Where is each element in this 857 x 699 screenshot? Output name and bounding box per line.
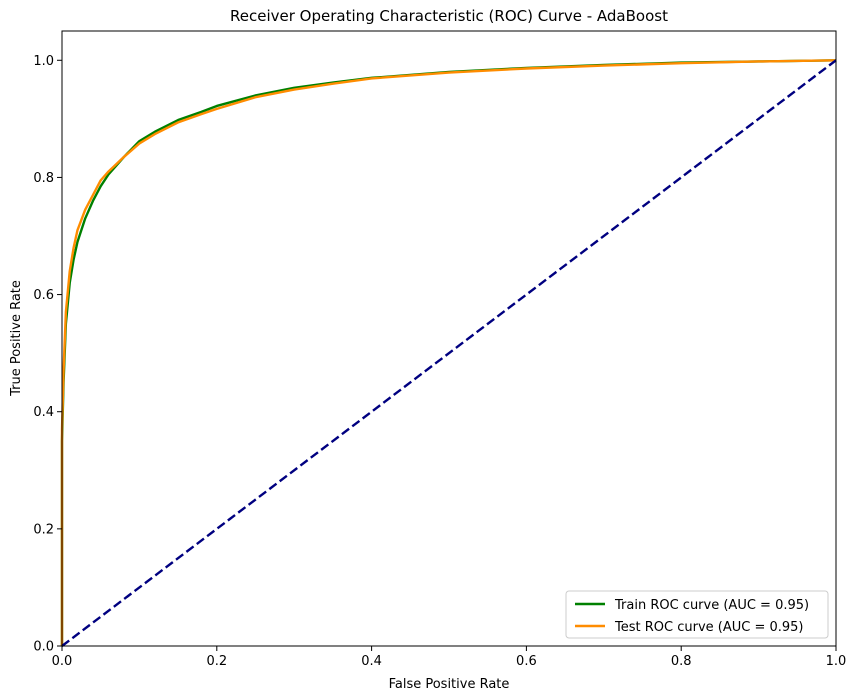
y-tick-label: 0.0 bbox=[33, 640, 54, 655]
chance-diagonal-line bbox=[61, 59, 837, 647]
y-tick-label: 0.2 bbox=[33, 522, 54, 537]
y-axis-label: True Positive Rate bbox=[9, 280, 24, 397]
y-axis-ticks: 0.0 0.2 0.4 0.6 0.8 1.0 bbox=[33, 54, 62, 655]
x-tick-label: 0.0 bbox=[52, 654, 73, 669]
x-tick-label: 0.8 bbox=[671, 654, 692, 669]
x-tick-label: 1.0 bbox=[826, 654, 847, 669]
legend-label-test: Test ROC curve (AUC = 0.95) bbox=[614, 620, 804, 635]
y-tick-label: 0.6 bbox=[33, 288, 54, 303]
legend: Train ROC curve (AUC = 0.95) Test ROC cu… bbox=[565, 590, 829, 639]
x-axis-ticks: 0.0 0.2 0.4 0.6 0.8 1.0 bbox=[52, 646, 847, 669]
x-tick-label: 0.2 bbox=[206, 654, 227, 669]
plot-frame bbox=[61, 30, 837, 647]
x-tick-label: 0.4 bbox=[361, 654, 382, 669]
y-tick-label: 0.4 bbox=[33, 405, 54, 420]
x-axis-label: False Positive Rate bbox=[389, 677, 510, 692]
series-line-test bbox=[60, 59, 837, 646]
plot-series bbox=[60, 59, 837, 647]
y-tick-label: 0.8 bbox=[33, 171, 54, 186]
legend-label-train: Train ROC curve (AUC = 0.95) bbox=[614, 598, 809, 613]
x-tick-label: 0.6 bbox=[516, 654, 537, 669]
y-tick-label: 1.0 bbox=[33, 54, 54, 69]
chart-title: Receiver Operating Characteristic (ROC) … bbox=[230, 7, 668, 25]
legend-box bbox=[565, 590, 829, 639]
